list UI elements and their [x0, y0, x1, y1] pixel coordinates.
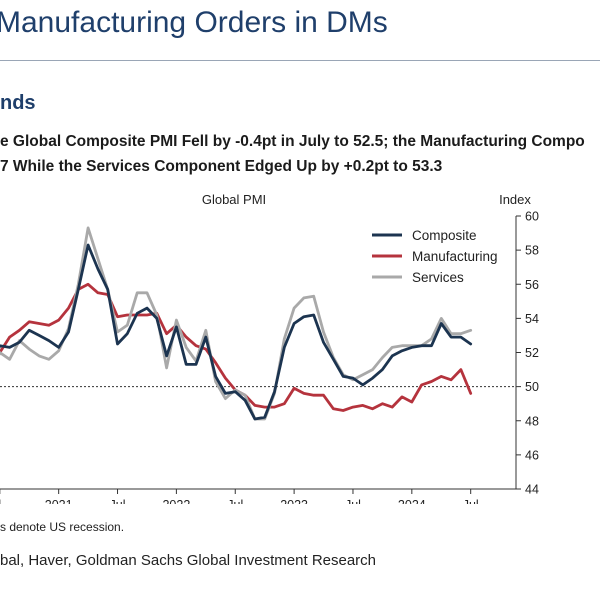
- legend-label-manufacturing: Manufacturing: [412, 249, 498, 264]
- y-tick-label: 58: [525, 244, 539, 258]
- y-tick-label: 54: [525, 312, 539, 326]
- chart-headline-line-2: 7 While the Services Component Edged Up …: [0, 158, 443, 175]
- y-axis: 44 46 48 50 52 54 56 58 60: [515, 210, 539, 497]
- y-tick-label: 46: [525, 448, 539, 462]
- pmi-line-chart: Global PMI Index 44 46 48 50 52 54 56 58 60 l 202…: [0, 192, 539, 504]
- y-axis-label: Index: [499, 192, 531, 207]
- series-lines: [0, 226, 473, 421]
- x-tick-label: 2021: [45, 498, 73, 504]
- x-tick-label: 2023: [280, 498, 308, 504]
- y-tick-label: 48: [525, 414, 539, 428]
- y-tick-label: 56: [525, 278, 539, 292]
- y-tick-label: 44: [525, 483, 539, 497]
- y-tick-label: 50: [525, 380, 539, 394]
- x-tick-label: Jul: [227, 498, 243, 504]
- legend-label-services: Services: [412, 270, 464, 285]
- chart-source: bal, Haver, Goldman Sachs Global Investm…: [0, 552, 377, 569]
- section-subtitle: nds: [0, 92, 36, 114]
- x-tick-label: Jul: [345, 498, 361, 504]
- x-tick-label: 2024: [398, 498, 426, 504]
- x-tick-label: Jul: [110, 498, 126, 504]
- chart-footnote: s denote US recession.: [0, 520, 125, 534]
- x-tick-label: 2022: [162, 498, 190, 504]
- series-line-composite: [0, 243, 473, 421]
- x-tick-label: Jul: [463, 498, 479, 504]
- y-tick-label: 60: [525, 210, 539, 224]
- chart-legend: Composite Manufacturing Services: [372, 228, 498, 285]
- x-axis: l 2021 Jul 2022 Jul 2023 Jul 2024 Jul: [0, 488, 516, 504]
- y-tick-label: 52: [525, 346, 539, 360]
- legend-label-composite: Composite: [412, 228, 477, 243]
- page-title: Manufacturing Orders in DMs: [0, 6, 388, 39]
- x-tick-label: l: [0, 498, 1, 504]
- chart-title: Global PMI: [202, 192, 266, 207]
- chart-headline-line-1: e Global Composite PMI Fell by -0.4pt in…: [0, 133, 585, 150]
- series-line-manufacturing: [0, 282, 473, 412]
- title-divider: [0, 60, 600, 61]
